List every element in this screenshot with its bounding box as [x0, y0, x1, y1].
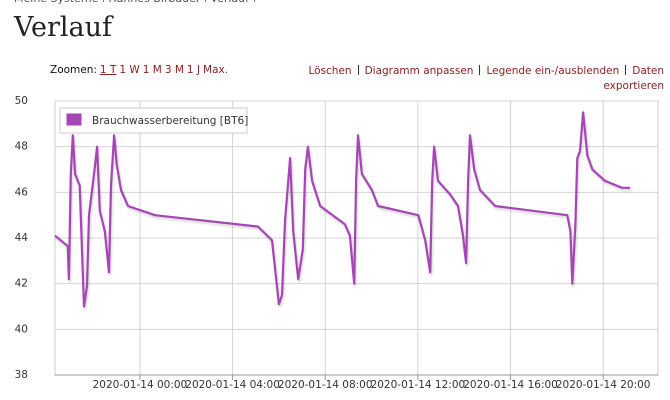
- action-bar: Löschen Diagramm anpassen Legende ein-/aus…: [304, 64, 664, 94]
- x-tick-label: 2020-01-14 12:00: [371, 379, 466, 391]
- y-tick-label: 48: [15, 141, 28, 153]
- breadcrumb-item[interactable]: Hannes Birbauer: [108, 0, 206, 5]
- zoom-option[interactable]: Max.: [203, 64, 229, 76]
- separator: [357, 65, 359, 75]
- x-tick-label: 2020-01-14 04:00: [185, 379, 280, 391]
- y-tick-label: 46: [15, 186, 29, 198]
- breadcrumb: Meine Systeme Hannes Birbauer Verlauf: [14, 0, 259, 5]
- action-link[interactable]: Löschen: [308, 65, 352, 77]
- legend-label: Brauchwasserbereitung [BT6]: [92, 115, 248, 127]
- series-line: [54, 111, 631, 308]
- page-heading: Verlauf: [14, 12, 113, 43]
- x-tick-label: 2020-01-14 08:00: [278, 379, 373, 391]
- y-tick-label: 44: [15, 232, 29, 244]
- breadcrumb-item[interactable]: Meine Systeme: [14, 0, 104, 5]
- zoom-option[interactable]: 3 M: [164, 64, 184, 76]
- breadcrumb-item[interactable]: Verlauf: [210, 0, 255, 5]
- zoom-option[interactable]: 1 W: [119, 64, 140, 76]
- action-link[interactable]: Diagramm anpassen: [364, 65, 474, 77]
- zoom-option[interactable]: 1 M: [142, 64, 162, 76]
- x-tick-label: 2020-01-14 20:00: [556, 379, 651, 391]
- legend-box: [59, 107, 248, 134]
- y-tick-label: 42: [15, 278, 28, 290]
- zoom-option[interactable]: 1 T: [99, 64, 117, 76]
- y-tick-label: 38: [15, 369, 28, 381]
- x-tick-label: 2020-01-14 00:00: [93, 379, 188, 391]
- separator: [479, 65, 481, 75]
- y-tick-label: 50: [15, 95, 28, 107]
- action-link[interactable]: Daten exportieren: [603, 65, 664, 92]
- zoom-label: Zoomen:: [50, 64, 97, 76]
- action-link[interactable]: Legende ein-/ausblenden: [486, 65, 620, 77]
- zoom-option[interactable]: 1 J: [186, 64, 201, 76]
- legend-swatch: [65, 112, 83, 127]
- x-tick-label: 2020-01-14 16:00: [463, 379, 558, 391]
- y-tick-label: 40: [15, 323, 28, 335]
- separator: [625, 65, 627, 75]
